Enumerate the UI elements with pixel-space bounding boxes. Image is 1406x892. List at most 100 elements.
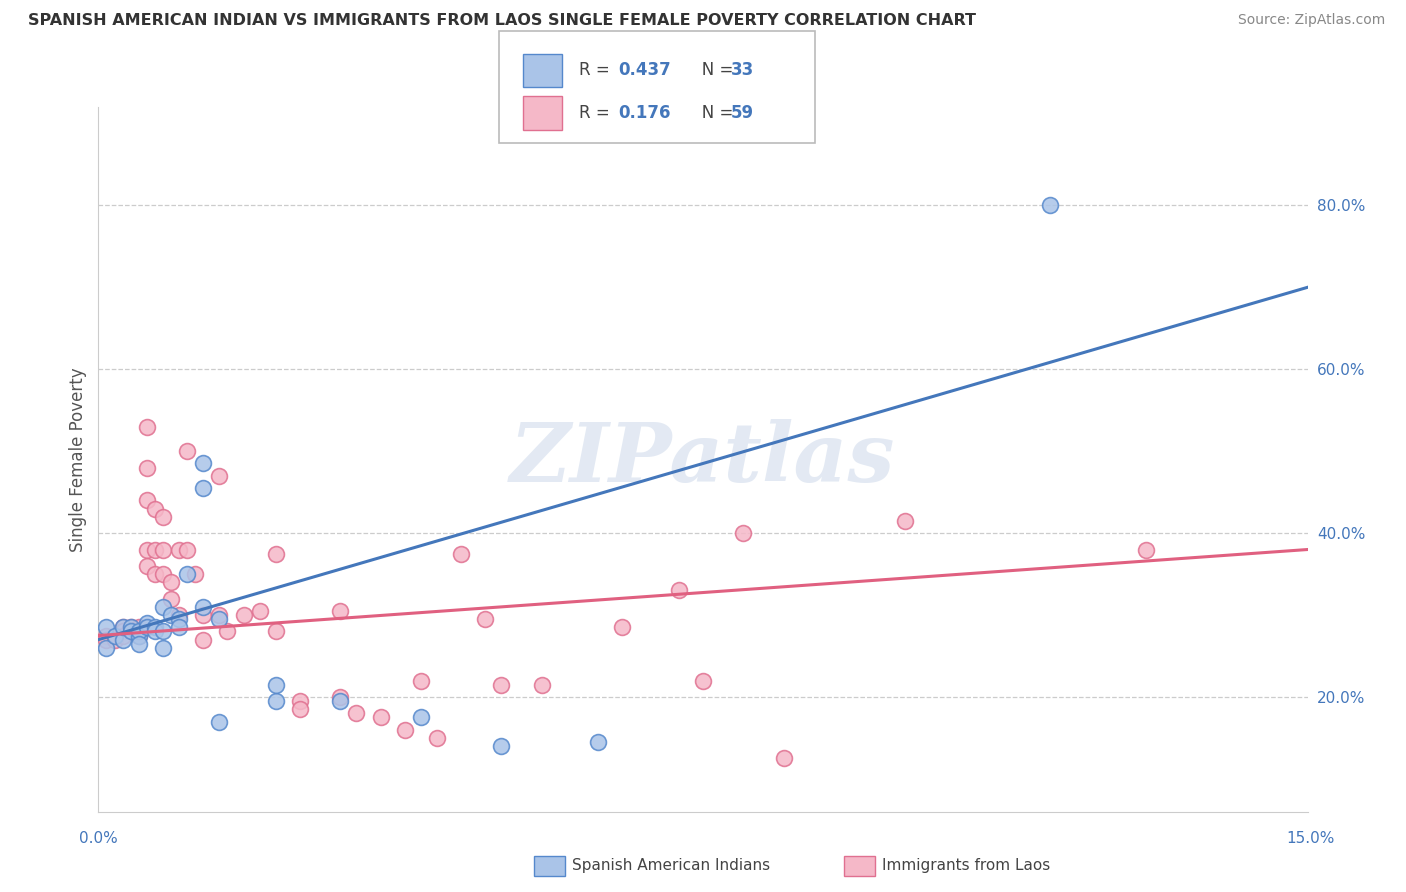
Point	[152, 624, 174, 639]
Point	[288, 694, 311, 708]
Point	[264, 547, 287, 561]
Point	[128, 624, 150, 639]
Point	[160, 608, 183, 623]
Point	[264, 678, 287, 692]
Point	[249, 604, 271, 618]
Point	[143, 620, 166, 634]
Point	[152, 640, 174, 655]
Text: 0.437: 0.437	[619, 62, 672, 79]
Point	[120, 620, 142, 634]
Point	[394, 723, 416, 737]
Point	[135, 616, 157, 631]
Point	[1039, 198, 1062, 212]
Point	[733, 526, 755, 541]
Point	[450, 547, 472, 561]
Point	[152, 509, 174, 524]
Point	[193, 632, 215, 647]
Point	[128, 620, 150, 634]
Point	[160, 575, 183, 590]
Point	[96, 620, 118, 634]
Point	[111, 624, 134, 639]
Text: SPANISH AMERICAN INDIAN VS IMMIGRANTS FROM LAOS SINGLE FEMALE POVERTY CORRELATIO: SPANISH AMERICAN INDIAN VS IMMIGRANTS FR…	[28, 13, 976, 29]
Point	[160, 591, 183, 606]
Text: R =: R =	[579, 62, 616, 79]
Point	[329, 690, 352, 704]
Text: Source: ZipAtlas.com: Source: ZipAtlas.com	[1237, 13, 1385, 28]
Point	[120, 624, 142, 639]
Point	[692, 673, 714, 688]
Point	[612, 620, 634, 634]
Text: 59: 59	[731, 104, 754, 122]
Point	[111, 632, 134, 647]
Point	[135, 558, 157, 573]
Point	[329, 604, 352, 618]
Point	[152, 599, 174, 614]
Point	[135, 419, 157, 434]
Text: 0.176: 0.176	[619, 104, 671, 122]
Point	[143, 542, 166, 557]
Text: R =: R =	[579, 104, 616, 122]
Point	[208, 608, 231, 623]
Point	[193, 599, 215, 614]
Point	[135, 542, 157, 557]
Point	[152, 542, 174, 557]
Point	[176, 542, 198, 557]
Point	[143, 501, 166, 516]
Point	[217, 624, 239, 639]
Point	[128, 628, 150, 642]
Point	[193, 608, 215, 623]
Point	[103, 628, 125, 642]
Point	[409, 710, 432, 724]
Point	[193, 481, 215, 495]
Point	[120, 620, 142, 634]
Point	[167, 608, 190, 623]
Point	[167, 612, 190, 626]
Point	[96, 640, 118, 655]
Point	[208, 714, 231, 729]
Point	[474, 612, 496, 626]
Point	[264, 624, 287, 639]
Point	[772, 751, 794, 765]
Text: N =: N =	[686, 104, 738, 122]
Point	[120, 624, 142, 639]
Point	[96, 632, 118, 647]
Text: Immigrants from Laos: Immigrants from Laos	[882, 858, 1050, 872]
Point	[184, 567, 207, 582]
Y-axis label: Single Female Poverty: Single Female Poverty	[69, 368, 87, 551]
Point	[111, 620, 134, 634]
Point	[344, 706, 367, 721]
Point	[135, 493, 157, 508]
Point	[193, 457, 215, 471]
Point	[143, 567, 166, 582]
Point	[167, 542, 190, 557]
Point	[668, 583, 690, 598]
Point	[409, 673, 432, 688]
Point	[893, 514, 915, 528]
Point	[176, 567, 198, 582]
Point	[329, 694, 352, 708]
Point	[135, 460, 157, 475]
Point	[232, 608, 254, 623]
Point	[208, 612, 231, 626]
Text: ZIPatlas: ZIPatlas	[510, 419, 896, 500]
Point	[111, 620, 134, 634]
Point	[491, 678, 513, 692]
Point	[128, 637, 150, 651]
Point	[128, 628, 150, 642]
Point	[103, 628, 125, 642]
Point	[208, 468, 231, 483]
Point	[111, 628, 134, 642]
Point	[143, 624, 166, 639]
Text: Spanish American Indians: Spanish American Indians	[572, 858, 770, 872]
Point	[264, 694, 287, 708]
Text: N =: N =	[686, 62, 738, 79]
Point	[491, 739, 513, 754]
Point	[167, 620, 190, 634]
Point	[530, 678, 553, 692]
Text: 33: 33	[731, 62, 755, 79]
Point	[370, 710, 392, 724]
Point	[135, 620, 157, 634]
Point	[152, 567, 174, 582]
Text: 15.0%: 15.0%	[1286, 831, 1334, 846]
Text: 0.0%: 0.0%	[79, 831, 118, 846]
